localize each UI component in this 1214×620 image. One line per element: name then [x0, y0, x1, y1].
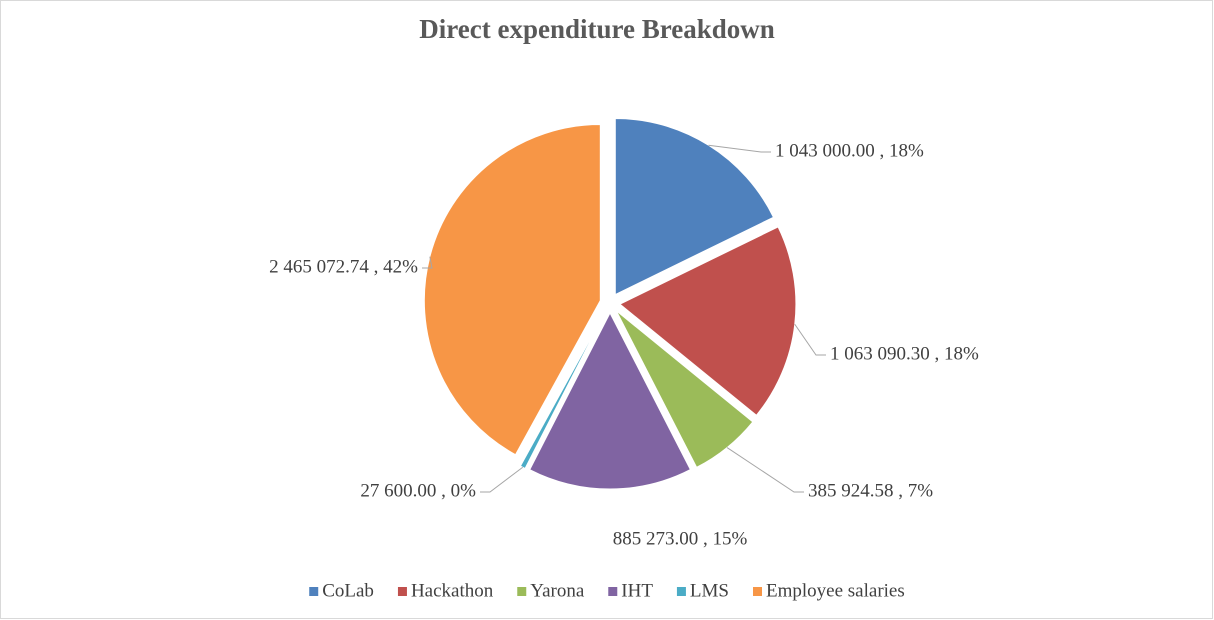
data-label: 385 924.58 , 7%	[808, 480, 933, 501]
data-label: 885 273.00 , 15%	[613, 528, 748, 549]
legend-swatch	[753, 587, 763, 596]
legend-label: Hackathon	[411, 580, 494, 601]
legend-label: CoLab	[322, 580, 374, 601]
legend-label: Yarona	[530, 580, 585, 601]
leader-line	[726, 447, 804, 493]
data-label: 27 600.00 , 0%	[360, 480, 476, 501]
data-label: 1 063 090.30 , 18%	[830, 343, 979, 364]
legend-swatch	[309, 587, 319, 596]
leader-line	[422, 256, 433, 269]
legend-swatch	[676, 587, 686, 596]
pie-slice	[529, 311, 692, 490]
leader-line	[794, 323, 826, 356]
data-label: 2 465 072.74 , 42%	[269, 256, 418, 277]
legend-label: LMS	[690, 580, 729, 601]
legend-label: IHT	[621, 580, 653, 601]
data-label: 1 043 000.00 , 18%	[775, 140, 924, 161]
pie-slice	[615, 310, 754, 469]
legend-swatch	[517, 587, 527, 596]
pie-slice	[519, 311, 606, 470]
leader-line	[480, 466, 524, 493]
legend-label: Employee salaries	[766, 580, 905, 601]
legend-swatch	[608, 587, 618, 596]
leader-line	[708, 144, 771, 153]
pie-slice	[619, 226, 797, 417]
chart-title: Direct expenditure Breakdown	[419, 14, 775, 44]
legend-swatch	[397, 587, 407, 596]
